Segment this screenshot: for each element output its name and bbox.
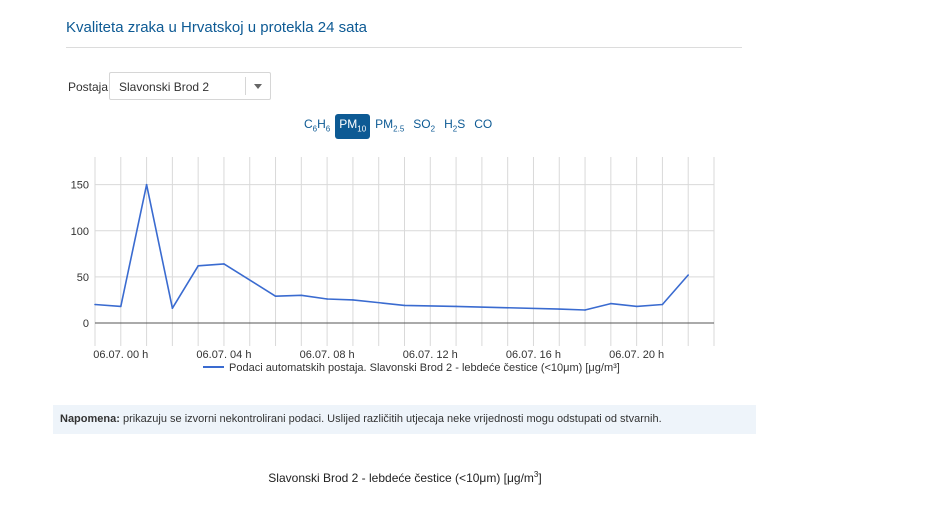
pm10-line-chart: 0 50 100 150 06.07. 00 h 06.07. 04 h 06.07. 08… bbox=[71, 157, 715, 374]
tab-so2[interactable]: SO2 bbox=[409, 114, 439, 139]
tab-h2s-sub1: 2 bbox=[452, 124, 458, 134]
note-text: prikazuju se izvorni nekontrolirani poda… bbox=[119, 413, 662, 425]
x-tick-label: 06.07. 16 h bbox=[506, 349, 561, 361]
tab-co-base: CO bbox=[474, 117, 493, 131]
tab-h2s-base: H bbox=[444, 117, 453, 131]
tab-co[interactable]: CO bbox=[470, 114, 496, 139]
x-tick-label: 06.07. 12 h bbox=[403, 349, 458, 361]
tab-pm10-base: PM bbox=[339, 117, 358, 131]
page-title: Kvaliteta zraka u Hrvatskoj u protekla 2… bbox=[66, 19, 367, 36]
y-tick-label: 0 bbox=[83, 318, 89, 330]
tab-pm10-sub1: 10 bbox=[357, 124, 367, 134]
station-label: Postaja bbox=[68, 80, 109, 94]
data-point bbox=[145, 183, 148, 186]
data-point bbox=[558, 308, 561, 310]
y-tick-label: 50 bbox=[77, 272, 89, 284]
note-banner: Napomena: prikazuju se izvorni nekontrol… bbox=[53, 405, 756, 434]
pollutant-tabs: C6H6 PM10 PM2.5 SO2 H2S CO bbox=[300, 114, 497, 140]
y-tick-label: 150 bbox=[71, 180, 89, 192]
tab-c6h6-sub1: 6 bbox=[312, 124, 318, 134]
tab-pm10[interactable]: PM10 bbox=[335, 114, 371, 140]
x-tick-label: 06.07. 08 h bbox=[300, 349, 355, 361]
data-point bbox=[352, 299, 354, 301]
tab-so2-base: SO bbox=[413, 117, 431, 131]
data-point bbox=[584, 309, 586, 311]
chart-subtitle: Slavonski Brod 2 - lebdeće čestice (<10μ… bbox=[0, 470, 810, 485]
subtitle-close: ] bbox=[538, 471, 542, 485]
tab-so2-sub1: 2 bbox=[430, 124, 436, 134]
data-point bbox=[403, 304, 406, 307]
chevron-down-icon[interactable] bbox=[254, 84, 262, 89]
data-point bbox=[326, 298, 328, 300]
station-select-value: Slavonski Brod 2 bbox=[119, 80, 210, 94]
data-point bbox=[635, 305, 638, 308]
subtitle-text: Slavonski Brod 2 - lebdeće čestice (<10μ… bbox=[268, 471, 534, 485]
tab-pm25-sub1: 2.5 bbox=[393, 124, 405, 134]
data-point bbox=[94, 303, 96, 306]
tab-c6h6-sub2: 6 bbox=[325, 124, 331, 134]
series-line bbox=[94, 183, 689, 311]
data-point bbox=[300, 294, 303, 297]
tab-pm25[interactable]: PM2.5 bbox=[371, 114, 408, 139]
tab-h2s[interactable]: H2S bbox=[440, 114, 469, 139]
tab-c6h6-base: C bbox=[304, 117, 313, 131]
select-divider bbox=[245, 77, 246, 95]
data-point bbox=[687, 274, 690, 276]
data-point bbox=[223, 263, 225, 265]
data-point bbox=[455, 305, 457, 308]
data-point bbox=[274, 295, 277, 298]
y-tick-label: 100 bbox=[71, 226, 89, 238]
data-point bbox=[661, 303, 664, 306]
tab-h2s-mid: S bbox=[457, 117, 466, 131]
x-tick-label: 06.07. 04 h bbox=[196, 349, 251, 361]
tab-pm25-base: PM bbox=[375, 117, 394, 131]
data-point bbox=[119, 305, 122, 308]
data-point bbox=[171, 307, 174, 310]
x-tick-label: 06.07. 00 h bbox=[93, 349, 148, 361]
x-tick-label: 06.07. 20 h bbox=[609, 349, 664, 361]
tab-c6h6[interactable]: C6H6 bbox=[300, 114, 334, 139]
subtitle-sup: 3 bbox=[533, 470, 539, 479]
note-label: Napomena: bbox=[60, 413, 120, 425]
title-divider bbox=[66, 47, 742, 48]
station-select[interactable]: Slavonski Brod 2 bbox=[109, 72, 271, 100]
data-point bbox=[610, 302, 612, 305]
data-point bbox=[197, 264, 199, 267]
legend-label: Podaci automatskih postaja. Slavonski Br… bbox=[229, 362, 620, 374]
tab-c6h6-mid: H bbox=[317, 117, 326, 131]
